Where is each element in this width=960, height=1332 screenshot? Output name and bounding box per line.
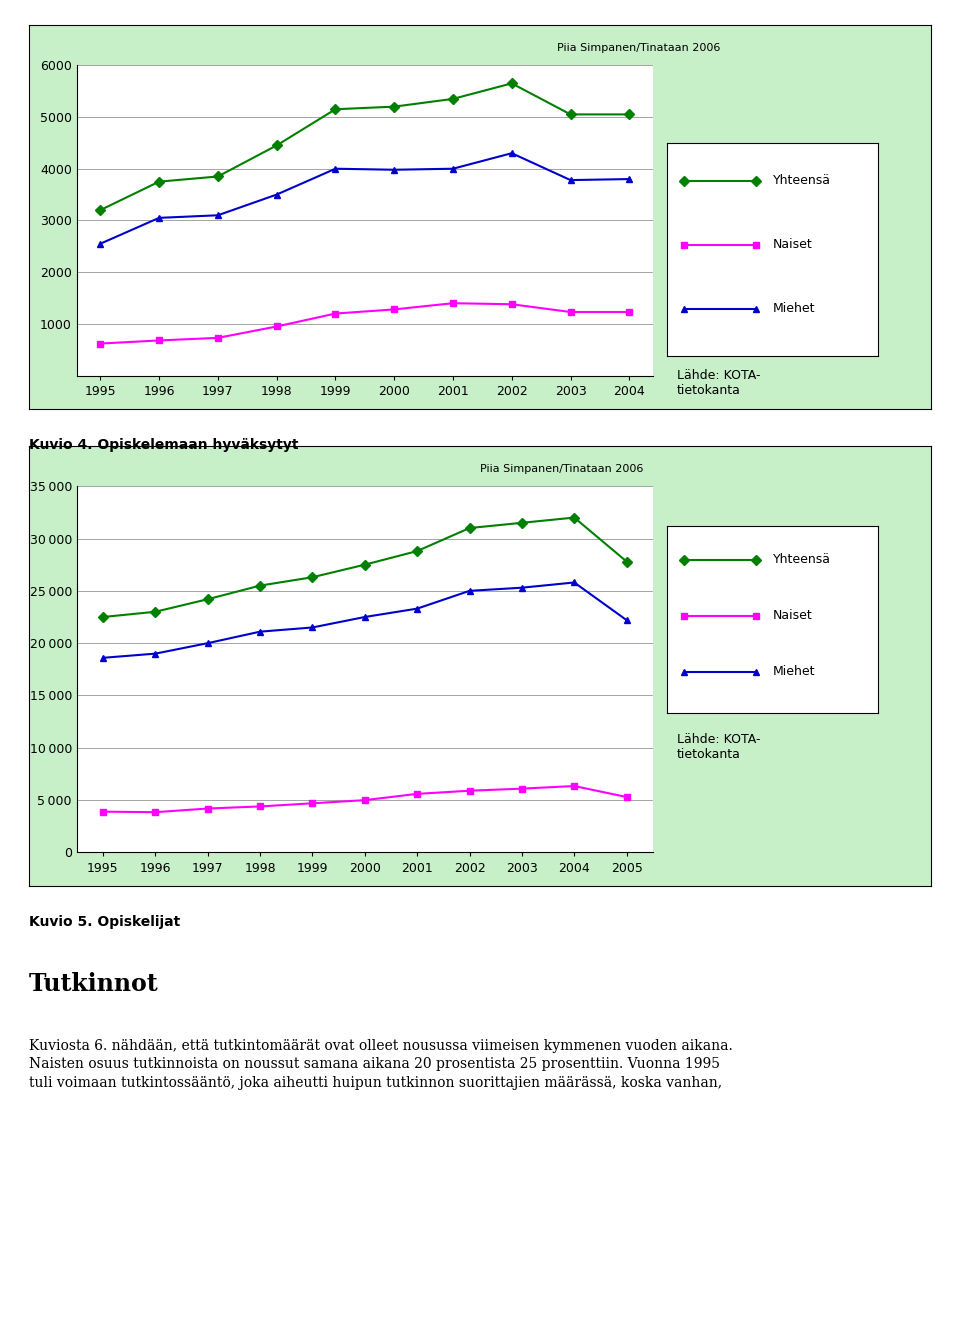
Text: Naiset: Naiset <box>773 238 812 252</box>
Text: Lähde: KOTA-
tietokanta: Lähde: KOTA- tietokanta <box>677 369 760 397</box>
Text: Miehet: Miehet <box>773 302 815 316</box>
Text: Kuvio 4. Opiskelemaan hyväksytyt: Kuvio 4. Opiskelemaan hyväksytyt <box>29 438 299 453</box>
Text: Piia Simpanen/Tinataan 2006: Piia Simpanen/Tinataan 2006 <box>480 464 643 474</box>
Text: Lähde: KOTA-
tietokanta: Lähde: KOTA- tietokanta <box>677 733 760 761</box>
Text: Kuviosta 6. nähdään, että tutkintomäärät ovat olleet nousussa viimeisen kymmenen: Kuviosta 6. nähdään, että tutkintomäärät… <box>29 1039 732 1090</box>
Text: Yhteensä: Yhteensä <box>773 174 830 188</box>
Text: Naiset: Naiset <box>773 609 812 622</box>
Text: Tutkinnot: Tutkinnot <box>29 972 158 996</box>
Text: Piia Simpanen/Tinataan 2006: Piia Simpanen/Tinataan 2006 <box>557 43 720 53</box>
Text: Miehet: Miehet <box>773 665 815 678</box>
Text: Yhteensä: Yhteensä <box>773 553 830 566</box>
Text: Kuvio 5. Opiskelijat: Kuvio 5. Opiskelijat <box>29 915 180 930</box>
